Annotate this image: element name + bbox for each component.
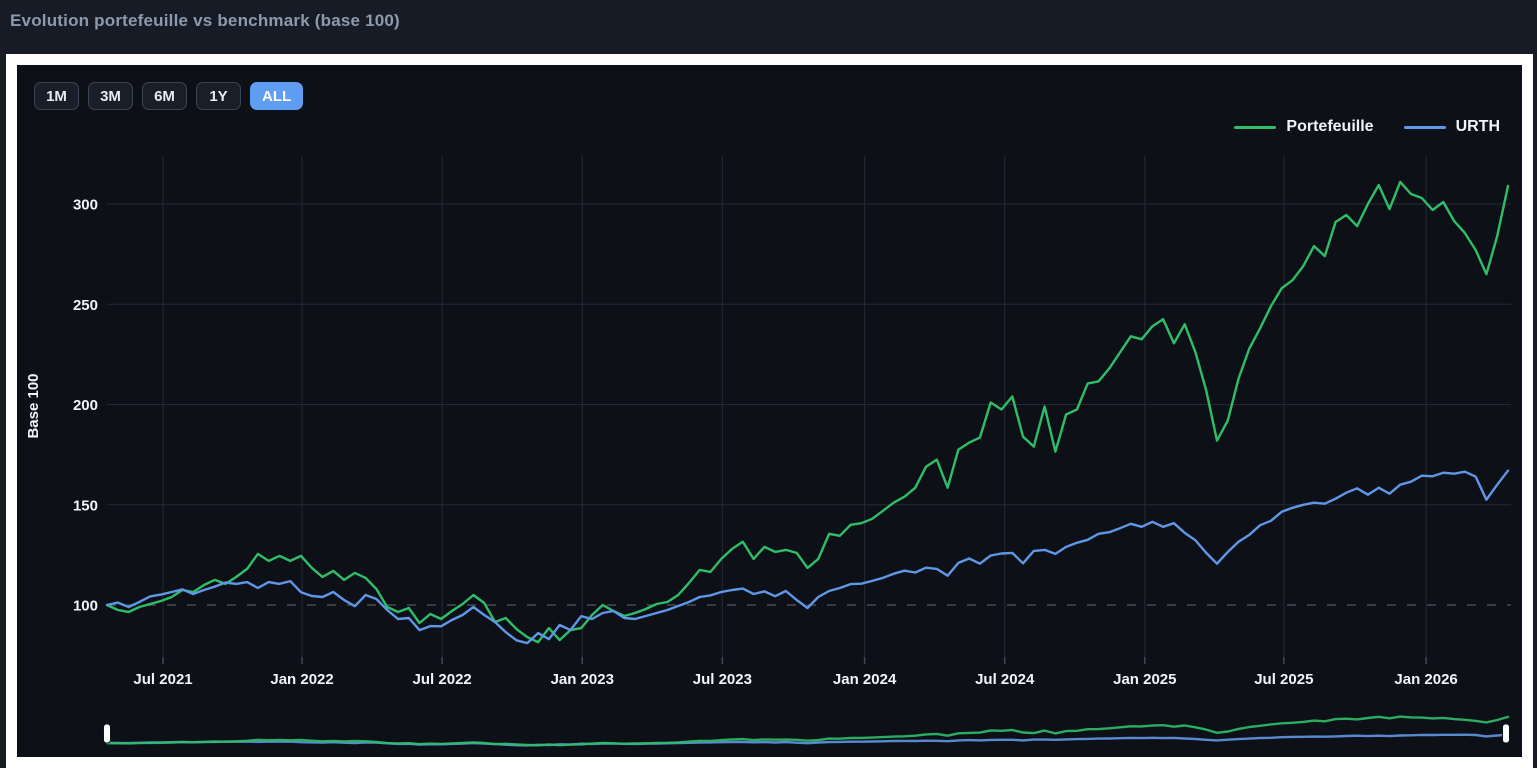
legend-item-portefeuille[interactable]: Portefeuille xyxy=(1234,118,1374,136)
line-chart[interactable]: 100 150 200 250 300 Base 100 Jul 2021 Jan 2022 J… xyxy=(17,65,1522,757)
range-button-3m[interactable]: 3M xyxy=(88,82,133,110)
y-tick-label: 100 xyxy=(73,598,98,615)
navigator-left-handle[interactable] xyxy=(103,723,111,744)
range-button-1m[interactable]: 1M xyxy=(34,82,79,110)
navigator-right-handle[interactable] xyxy=(1502,723,1510,744)
series-line-portefeuille xyxy=(105,180,1510,644)
x-tick-label: Jan 2026 xyxy=(1394,671,1457,688)
x-tick-label: Jul 2023 xyxy=(693,671,752,688)
chart-legend: Portefeuille URTH xyxy=(1234,118,1500,136)
series-line-urth xyxy=(105,469,1510,645)
range-button-6m[interactable]: 6M xyxy=(142,82,187,110)
x-tick-label: Jul 2025 xyxy=(1254,671,1313,688)
legend-line-urth xyxy=(1403,125,1446,129)
y-tick-label: 150 xyxy=(73,497,98,514)
range-button-1y[interactable]: 1Y xyxy=(196,82,241,110)
legend-label-urth: URTH xyxy=(1455,118,1500,135)
y-tick-label: 300 xyxy=(73,197,98,214)
x-tick-label: Jul 2022 xyxy=(413,671,472,688)
legend-item-urth[interactable]: URTH xyxy=(1403,118,1500,136)
chart-card: 1M 3M 6M 1Y ALL Portefeuille URTH 100 150… xyxy=(6,54,1533,768)
x-tick-label: Jan 2022 xyxy=(270,671,333,688)
x-tick-label: Jan 2024 xyxy=(833,671,897,688)
x-tick-label: Jul 2021 xyxy=(133,671,192,688)
page-title: Evolution portefeuille vs benchmark (bas… xyxy=(10,11,400,30)
legend-label-portefeuille: Portefeuille xyxy=(1286,118,1374,135)
chart-area: 1M 3M 6M 1Y ALL Portefeuille URTH 100 150… xyxy=(17,65,1522,757)
x-tick-label: Jan 2025 xyxy=(1113,671,1176,688)
navigator-line-portefeuille xyxy=(105,715,1510,747)
range-button-all[interactable]: ALL xyxy=(250,82,304,110)
y-tick-label: 200 xyxy=(73,397,98,414)
x-tick-label: Jan 2023 xyxy=(551,671,614,688)
y-axis-title: Base 100 xyxy=(25,373,42,438)
navigator-line-urth xyxy=(105,733,1510,747)
range-button-group: 1M 3M 6M 1Y ALL xyxy=(34,82,304,110)
y-tick-label: 250 xyxy=(73,297,98,314)
legend-line-portefeuille xyxy=(1234,125,1277,129)
x-tick-label: Jul 2024 xyxy=(975,671,1035,688)
